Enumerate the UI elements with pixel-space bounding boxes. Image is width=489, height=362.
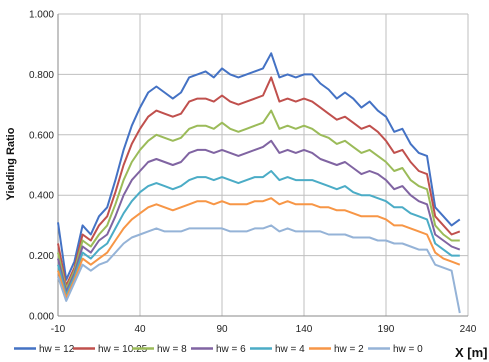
legend-label: hw = 10.25 (98, 344, 148, 355)
legend-item: hw = 2 (309, 344, 364, 355)
series-line-hw-2 (57, 197, 461, 299)
legend-item: hw = 8 (132, 344, 187, 355)
legend-item: hw = 4 (250, 344, 305, 355)
x-axis-title: X [m] (455, 345, 488, 360)
legend-label: hw = 0 (393, 344, 423, 355)
legend-label: hw = 2 (334, 344, 364, 355)
y-tick-label: 0.800 (29, 70, 54, 81)
x-tick-label: 90 (216, 324, 228, 335)
x-tick-label: 190 (378, 324, 395, 335)
x-tick-label: 140 (296, 324, 313, 335)
series-line-hw-8 (57, 109, 460, 290)
legend-item: hw = 6 (191, 344, 246, 355)
y-tick-label: 0.000 (29, 312, 54, 323)
x-tick-labels: -10 40 90 140 190 240 (51, 324, 477, 335)
legend-item: hw = 12 (14, 344, 75, 355)
y-tick-label: 0.200 (29, 251, 54, 262)
legend-label: hw = 12 (39, 344, 75, 355)
series-lines (57, 52, 461, 314)
series-line-hw-4 (57, 170, 460, 296)
x-tick-label: 40 (134, 324, 146, 335)
series-line-hw-6 (57, 139, 461, 293)
y-tick-label: 0.600 (29, 130, 54, 141)
x-tick-label: 240 (460, 324, 477, 335)
y-tick-label: 1.000 (29, 10, 54, 21)
gridlines (57, 13, 469, 317)
legend-item: hw = 10.25 (73, 344, 148, 355)
x-tick-label: -10 (51, 324, 66, 335)
legend-item: hw = 0 (368, 344, 423, 355)
y-tick-label: 0.400 (29, 191, 54, 202)
series-line-hw-12 (57, 52, 461, 281)
series-line-hw-10-25 (57, 76, 461, 287)
legend-label: hw = 8 (157, 344, 187, 355)
legend-label: hw = 4 (275, 344, 305, 355)
series-line-hw-0 (57, 224, 461, 314)
legend: hw = 12 hw = 10.25 hw = 8 hw = 6 hw = 4 hw = … (14, 344, 423, 355)
y-axis-title: Yielding Ratio (5, 127, 17, 200)
legend-label: hw = 6 (216, 344, 246, 355)
y-tick-labels: 0.000 0.200 0.400 0.600 0.800 1.000 (29, 10, 54, 323)
